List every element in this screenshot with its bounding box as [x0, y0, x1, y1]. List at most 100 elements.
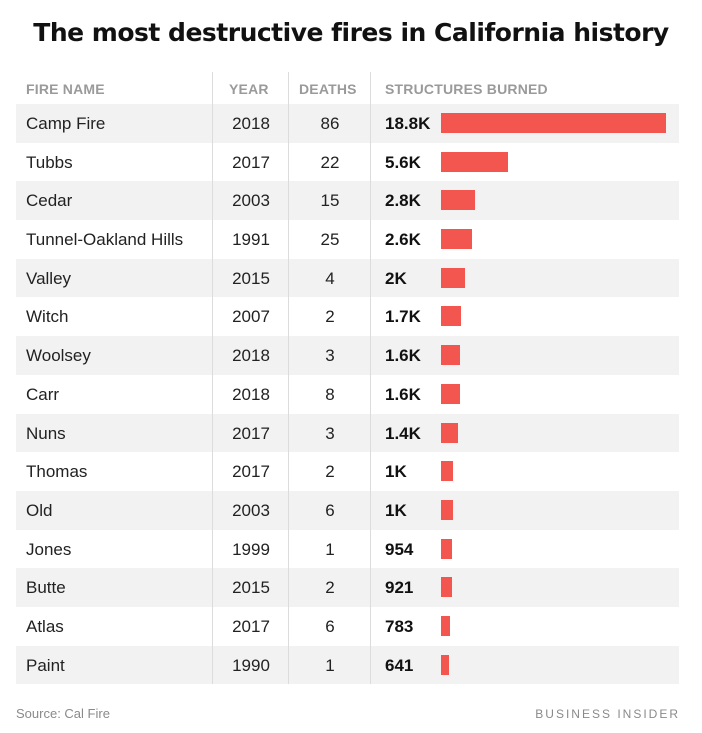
- deaths-cell: 6: [325, 616, 335, 636]
- table-row: Valley 2015 4 2K: [16, 258, 679, 298]
- year-cell: 1990: [232, 655, 270, 675]
- deaths-cell: 2: [325, 307, 335, 327]
- table-row: Carr 2018 8 1.6K: [16, 375, 679, 414]
- structures-value-label: 1.6K: [385, 384, 421, 404]
- table-row: Paint 1990 1 641: [16, 645, 679, 685]
- table-row: Woolsey 2018 3 1.6K: [16, 336, 679, 375]
- deaths-cell: 1: [325, 655, 335, 675]
- fire-name-cell: Butte: [26, 578, 66, 598]
- table-row: Thomas 2017 2 1K: [16, 452, 679, 491]
- year-cell: 2003: [232, 191, 270, 211]
- structures-value-label: 954: [385, 539, 414, 559]
- structures-value-label: 2K: [385, 268, 407, 288]
- column-divider: [212, 72, 213, 684]
- table-row: Witch 2007 2 1.7K: [16, 297, 679, 336]
- deaths-cell: 86: [320, 114, 340, 133]
- year-cell: 2018: [232, 114, 270, 133]
- fire-name-cell: Cedar: [26, 191, 73, 211]
- structures-value-label: 2.8K: [385, 191, 421, 211]
- year-cell: 2015: [232, 578, 270, 598]
- table-row: Tubbs 2017 22 5.6K: [16, 143, 679, 182]
- header-fire-name: FIRE NAME: [26, 81, 105, 97]
- year-cell: 2017: [232, 152, 270, 172]
- publisher-credit: BUSINESS INSIDER: [535, 707, 680, 721]
- year-cell: 2003: [232, 500, 270, 520]
- structures-bar: [441, 190, 475, 211]
- year-cell: 2007: [232, 307, 270, 327]
- deaths-cell: 25: [320, 230, 340, 250]
- column-divider: [370, 72, 371, 684]
- structures-bar: [441, 422, 458, 443]
- table-row: Camp Fire 2018 86 18.8K: [16, 104, 679, 143]
- structures-bar: [441, 615, 451, 636]
- fire-name-cell: Paint: [26, 655, 65, 675]
- structures-value-label: 1.6K: [385, 346, 421, 366]
- year-cell: 2017: [232, 616, 270, 636]
- year-cell: 2017: [232, 423, 270, 443]
- fire-name-cell: Camp Fire: [26, 114, 106, 133]
- table-row: Old 2003 6 1K: [16, 490, 679, 530]
- table-row: Jones 1999 1 954: [16, 530, 679, 569]
- source-note: Source: Cal Fire: [16, 706, 110, 721]
- header-deaths: DEATHS: [299, 81, 357, 97]
- fire-name-cell: Jones: [26, 539, 72, 559]
- year-cell: 2015: [232, 268, 270, 288]
- structures-bar: [441, 654, 449, 675]
- structures-value-label: 1.7K: [385, 307, 421, 327]
- deaths-cell: 2: [325, 578, 335, 598]
- structures-value-label: 921: [385, 578, 414, 598]
- structures-bar: [441, 345, 461, 366]
- deaths-cell: 22: [320, 152, 340, 172]
- structures-value-label: 1K: [385, 462, 407, 482]
- table-row: Tunnel-Oakland Hills 1991 25 2.6K: [16, 220, 679, 259]
- structures-bar: [441, 461, 453, 482]
- deaths-cell: 4: [325, 268, 335, 288]
- structures-bar: [441, 229, 473, 250]
- structures-value-label: 18.8K: [385, 114, 431, 133]
- deaths-cell: 8: [325, 384, 335, 404]
- table-row: Butte 2015 2 921: [16, 568, 679, 607]
- structures-value-label: 641: [385, 655, 414, 675]
- year-cell: 1991: [232, 230, 270, 250]
- table-header: FIRE NAME YEAR DEATHS STRUCTURES BURNED: [16, 72, 679, 104]
- structures-bar: [441, 538, 453, 559]
- deaths-cell: 6: [325, 500, 335, 520]
- table-row: Cedar 2003 15 2.8K: [16, 181, 679, 221]
- column-divider: [288, 72, 289, 684]
- structures-value-label: 5.6K: [385, 152, 421, 172]
- deaths-cell: 3: [325, 346, 335, 366]
- structures-value-label: 1.4K: [385, 423, 421, 443]
- structures-bar: [441, 383, 461, 404]
- header-structures-burned: STRUCTURES BURNED: [385, 81, 548, 97]
- fire-name-cell: Nuns: [26, 423, 66, 443]
- structures-bar: [441, 499, 453, 520]
- structures-bar: [441, 113, 666, 133]
- deaths-cell: 15: [320, 191, 340, 211]
- year-cell: 2018: [232, 384, 270, 404]
- table-row: Atlas 2017 6 783: [16, 607, 679, 646]
- structures-value-label: 783: [385, 616, 414, 636]
- deaths-cell: 3: [325, 423, 335, 443]
- structures-value-label: 2.6K: [385, 230, 421, 250]
- structures-bar: [441, 267, 465, 288]
- year-cell: 2017: [232, 462, 270, 482]
- fire-name-cell: Valley: [26, 268, 72, 288]
- structures-bar: [441, 306, 462, 327]
- fire-name-cell: Thomas: [26, 462, 88, 482]
- fire-name-cell: Atlas: [26, 616, 64, 636]
- fire-name-cell: Witch: [26, 307, 69, 327]
- structures-bar: [441, 151, 509, 172]
- structures-bar: [441, 577, 453, 598]
- year-cell: 1999: [232, 539, 270, 559]
- fire-name-cell: Tunnel-Oakland Hills: [26, 230, 184, 250]
- fire-name-cell: Carr: [26, 384, 60, 404]
- chart-title: The most destructive fires in California…: [33, 18, 669, 47]
- table-row: Nuns 2017 3 1.4K: [16, 413, 679, 453]
- header-year: YEAR: [229, 81, 269, 97]
- fire-name-cell: Old: [26, 500, 53, 520]
- structures-value-label: 1K: [385, 500, 407, 520]
- fire-name-cell: Tubbs: [26, 152, 73, 172]
- fires-table: FIRE NAME YEAR DEATHS STRUCTURES BURNED …: [16, 72, 679, 685]
- deaths-cell: 1: [325, 539, 335, 559]
- year-cell: 2018: [232, 346, 270, 366]
